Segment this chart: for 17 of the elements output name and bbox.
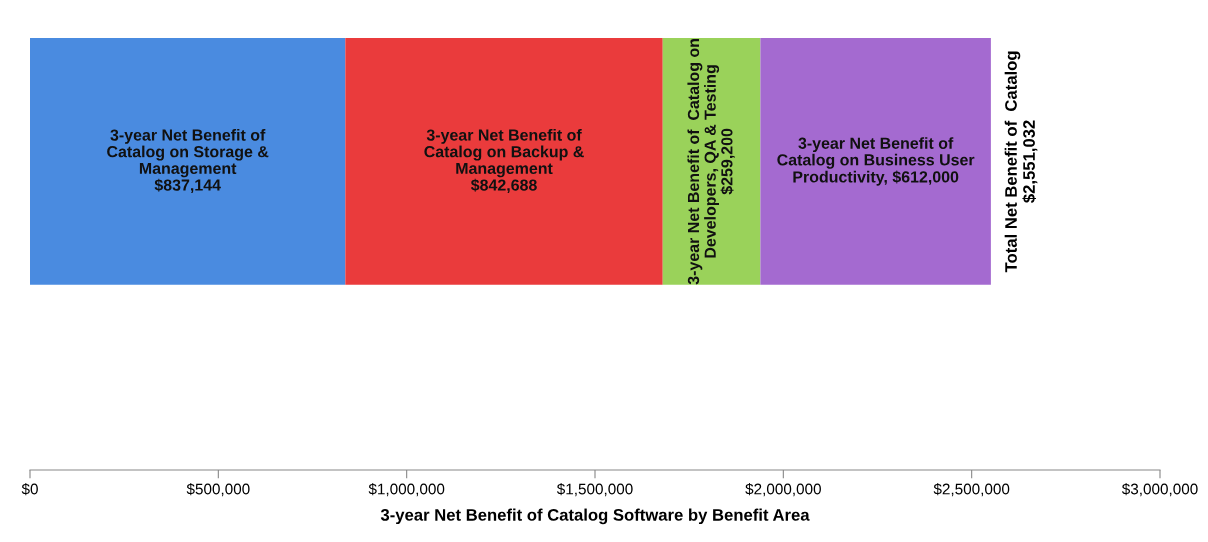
x-tick-label: $2,500,000: [933, 482, 1010, 497]
x-tick-label: $1,500,000: [556, 482, 633, 497]
bar: [30, 38, 346, 285]
bar: [662, 38, 761, 285]
x-axis-title: 3-year Net Benefit of Catalog Software by Benefit Area: [380, 508, 810, 525]
data-label: 3-year Net Benefit of Catalog on Business User Productivity, $612,000: [777, 137, 975, 186]
x-tick-label: $3,000,000: [1121, 482, 1198, 497]
bar: [345, 38, 663, 285]
total-label: Total Net Benefit of Catalog $2,551,032: [1004, 51, 1038, 273]
x-tick-label: $500,000: [186, 482, 250, 497]
data-label: 3-year Net Benefit of Catalog on Storage & Management $837,144: [107, 128, 269, 194]
x-tick-label: $2,000,000: [745, 482, 821, 497]
x-tick-label: $0: [21, 482, 38, 496]
x-tick-label: $1,000,000: [368, 482, 445, 497]
bar: [760, 38, 991, 285]
data-label: 3-year Net Benefit of Catalog on Backup & Management $842,688: [424, 128, 584, 194]
data-label: 3-year Net Benefit of Catalog on Developers, QA & Testing $259,200: [687, 39, 735, 285]
